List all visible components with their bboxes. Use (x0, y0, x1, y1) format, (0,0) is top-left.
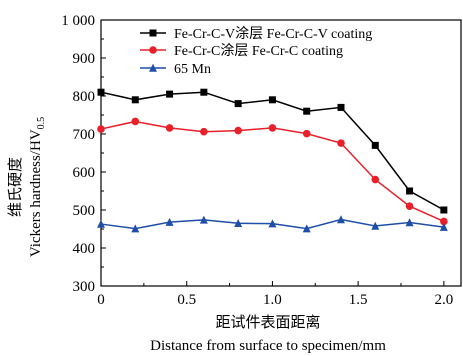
data-point (302, 224, 311, 233)
data-point (406, 187, 414, 195)
x-axis: 0 0.5 1.0 1.5 2.0 (97, 281, 453, 308)
y-tick-label: 1 000 (61, 13, 95, 29)
y-tick-label: 900 (73, 51, 96, 67)
series-triangle (97, 215, 448, 233)
data-point (97, 219, 105, 228)
legend-item: Fe-Cr-C涂层 Fe-Cr-C coating (140, 43, 343, 59)
data-point (337, 103, 345, 111)
data-point (165, 217, 174, 226)
y-axis-title-en-main: Vickers hardness/HV (28, 129, 44, 257)
series-line (100, 120, 445, 223)
data-point (371, 141, 379, 149)
data-point (131, 224, 140, 233)
data-point (200, 127, 208, 136)
data-point (337, 139, 345, 147)
legend-label: Fe-Cr-C-V涂层 Fe-Cr-C-V coating (174, 26, 372, 42)
series-circle (97, 117, 448, 226)
data-point (337, 215, 345, 224)
data-point (131, 117, 140, 126)
x-tick-label: 0 (97, 292, 105, 308)
data-point (303, 107, 311, 115)
data-point (268, 96, 276, 104)
y-tick-label: 400 (73, 241, 96, 257)
data-point (268, 124, 277, 132)
y-tick-label: 600 (73, 165, 96, 181)
data-point (405, 202, 414, 210)
data-point (302, 129, 311, 138)
data-point (234, 126, 242, 135)
data-point (439, 222, 448, 231)
series-square (97, 88, 448, 214)
y-tick-label: 700 (73, 127, 96, 143)
legend-item: 65 Mn (140, 62, 211, 77)
data-point (440, 206, 448, 214)
x-tick-label: 1.5 (349, 292, 368, 308)
x-axis-title-en: Distance from surface to specimen/mm (150, 338, 386, 354)
data-point (371, 175, 380, 184)
data-point (200, 88, 208, 96)
data-point (405, 218, 414, 227)
data-point (131, 96, 139, 104)
legend-marker (149, 29, 157, 37)
data-point (97, 88, 105, 96)
y-tick-label: 300 (73, 279, 96, 295)
data-point (371, 221, 380, 230)
y-tick-label: 500 (73, 203, 96, 219)
x-axis-title-cn: 距试件表面距离 (215, 314, 320, 331)
legend-label: 65 Mn (174, 62, 211, 77)
y-axis-title-en: Vickers hardness/HV0.5 (28, 117, 47, 257)
y-tick-label: 800 (73, 89, 96, 105)
legend-marker (149, 63, 157, 72)
x-tick-label: 1.0 (263, 292, 282, 308)
y-axis-title-en-group: Vickers hardness/HV0.5 (28, 117, 47, 257)
y-axis-title-cn: 维氏硬度 (7, 157, 24, 217)
legend-item: Fe-Cr-C-V涂层 Fe-Cr-C-V coating (140, 26, 372, 42)
series-layer (97, 88, 448, 233)
plot-frame (100, 19, 462, 287)
data-point (268, 219, 277, 228)
data-point (166, 90, 174, 98)
legend-marker (149, 46, 157, 54)
data-point (234, 100, 242, 108)
legend-label: Fe-Cr-C涂层 Fe-Cr-C coating (174, 43, 343, 59)
y-axis-title-group: 维氏硬度 (7, 157, 24, 217)
data-point (165, 124, 174, 132)
y-axis: 300 400 500 600 700 800 900 1 000 (61, 13, 106, 295)
x-tick-label: 2.0 (434, 292, 453, 308)
plot-border (100, 19, 462, 287)
data-point (234, 219, 243, 228)
y-axis-title-en-sub: 0.5 (36, 117, 47, 130)
data-point (440, 217, 448, 226)
data-point (97, 125, 105, 133)
x-tick-label: 0.5 (177, 292, 196, 308)
data-point (199, 215, 208, 224)
